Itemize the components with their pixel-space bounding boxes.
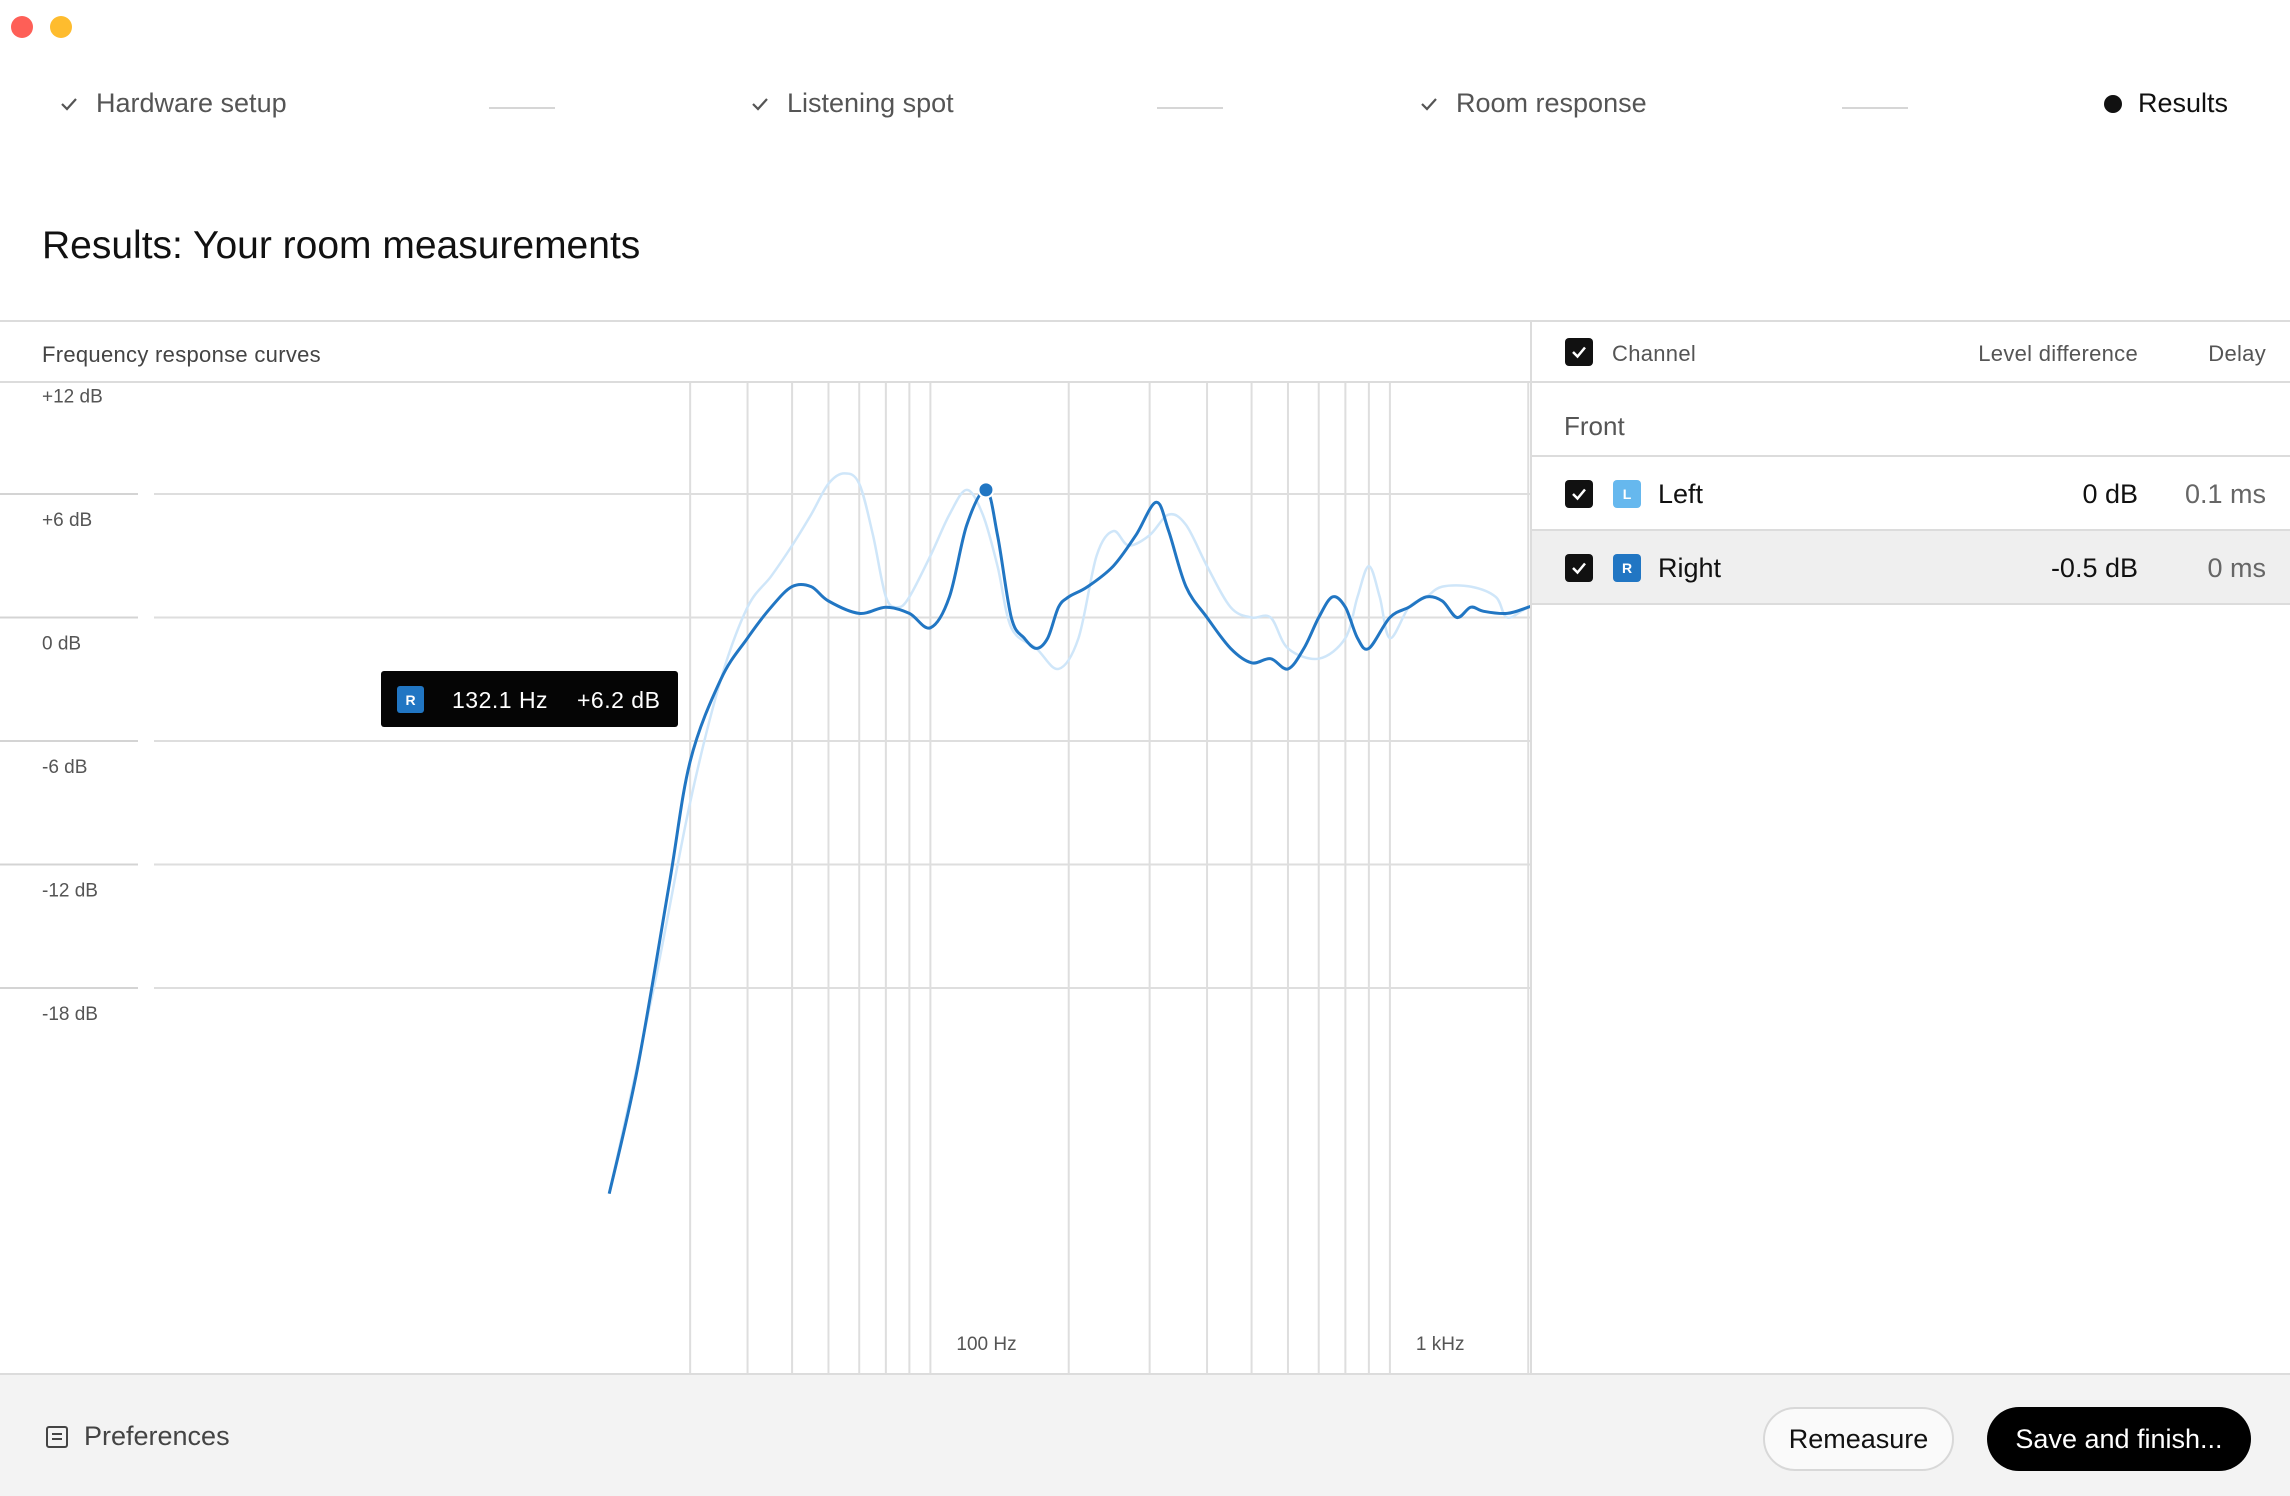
- channel-name: Right: [1658, 553, 1722, 583]
- step-separator: [1157, 107, 1223, 109]
- delay-value: 0 ms: [2207, 553, 2266, 583]
- channel-name: Left: [1658, 479, 1704, 509]
- select-all-checkbox[interactable]: [1565, 338, 1593, 366]
- save-and-finish-button[interactable]: Save and finish...: [1987, 1407, 2251, 1471]
- channel-badge-right: R: [1613, 554, 1641, 582]
- y-tick-label: -6 dB: [42, 757, 87, 778]
- channel-checkbox-left[interactable]: [1565, 480, 1593, 508]
- level-column-header[interactable]: Level difference: [1978, 341, 2138, 366]
- remeasure-button[interactable]: Remeasure: [1763, 1407, 1954, 1471]
- group-label: Front: [1564, 411, 1625, 441]
- tooltip-box: [381, 671, 678, 727]
- check-icon: [1421, 97, 1437, 111]
- page-title: Results: Your room measurements: [42, 224, 641, 267]
- step-label: Hardware setup: [96, 88, 287, 118]
- delay-value: 0.1 ms: [2184, 479, 2266, 509]
- channel-badge-left: L: [1613, 480, 1641, 508]
- step-hardware-setup[interactable]: Hardware setup: [58, 88, 287, 119]
- tooltip-level: +6.2 dB: [577, 687, 660, 713]
- channel-checkbox-right[interactable]: [1565, 554, 1593, 582]
- panel-divider: [1530, 320, 1532, 1373]
- step-separator: [1842, 107, 1908, 109]
- bullet-icon: [2104, 94, 2122, 113]
- y-tick-label: -12 dB: [42, 880, 98, 901]
- chart-tooltip: R 132.1 Hz +6.2 dB: [381, 481, 995, 727]
- chart-title: Frequency response curves: [42, 342, 321, 367]
- channel-table-header: Channel Level difference Delay: [1532, 322, 2290, 383]
- check-icon: [752, 97, 768, 111]
- x-tick-label: 100 Hz: [956, 1334, 1016, 1355]
- close-window-button[interactable]: [11, 16, 33, 38]
- channel-row-left[interactable]: L Left 0 dB 0.1 ms: [1532, 457, 2290, 531]
- x-axis-labels: 100 Hz1 kHz10 kHz: [956, 1334, 1465, 1355]
- preferences-label: Preferences: [84, 1421, 230, 1451]
- tooltip-frequency: 132.1 Hz: [452, 687, 548, 713]
- y-tick-label: 0 dB: [42, 634, 81, 655]
- step-results[interactable]: Results: [2104, 88, 2228, 119]
- level-difference: 0 dB: [2082, 479, 2138, 509]
- channel-row-right[interactable]: R Right -0.5 dB 0 ms: [1532, 531, 2290, 605]
- x-tick-label: 1 kHz: [1416, 1334, 1465, 1355]
- vertical-gridlines: [689, 383, 1530, 1373]
- wizard-steps: Hardware setup Listening spot Room respo…: [0, 88, 2290, 128]
- y-tick-label: +6 dB: [42, 510, 92, 531]
- check-icon: [1572, 488, 1586, 501]
- tooltip-badge-label: R: [405, 692, 415, 708]
- preferences-icon: [46, 1425, 68, 1448]
- check-icon: [1572, 346, 1586, 359]
- delay-column-header[interactable]: Delay: [2208, 341, 2266, 366]
- preferences-link[interactable]: Preferences: [44, 1421, 230, 1452]
- level-difference: -0.5 dB: [2050, 553, 2138, 583]
- divider: [0, 320, 2290, 322]
- chart-panel-header: Frequency response curves: [0, 322, 1530, 383]
- series-group: [607, 472, 1530, 1195]
- frequency-response-chart[interactable]: +18 dB+12 dB+6 dB0 dB-6 dB-12 dB-18 dB 1…: [0, 383, 1530, 1373]
- check-icon: [61, 97, 77, 111]
- y-tick-label: +12 dB: [42, 387, 103, 408]
- footer-bar: Preferences Remeasure Save and finish...: [0, 1373, 2290, 1496]
- channel-group-front: Front: [1532, 383, 2290, 457]
- step-label: Results: [2138, 88, 2229, 118]
- step-label: Room response: [1456, 88, 1647, 118]
- window-controls: [11, 16, 72, 38]
- minimize-window-button[interactable]: [50, 16, 72, 38]
- step-separator: [489, 107, 555, 109]
- y-tick-label: -18 dB: [42, 1004, 98, 1025]
- series-line-right: [607, 488, 1530, 1195]
- tooltip-marker: [977, 481, 995, 499]
- channel-column-header[interactable]: Channel: [1612, 341, 1697, 366]
- series-line-left: [607, 472, 1530, 1194]
- y-axis-labels: +18 dB+12 dB+6 dB0 dB-6 dB-12 dB-18 dB: [42, 387, 103, 1025]
- step-room-response[interactable]: Room response: [1418, 88, 1647, 119]
- check-icon: [1572, 562, 1586, 575]
- horizontal-gridlines: [0, 493, 1530, 989]
- tooltip-badge: [397, 686, 424, 713]
- step-listening-spot[interactable]: Listening spot: [749, 88, 954, 119]
- step-label: Listening spot: [787, 88, 954, 118]
